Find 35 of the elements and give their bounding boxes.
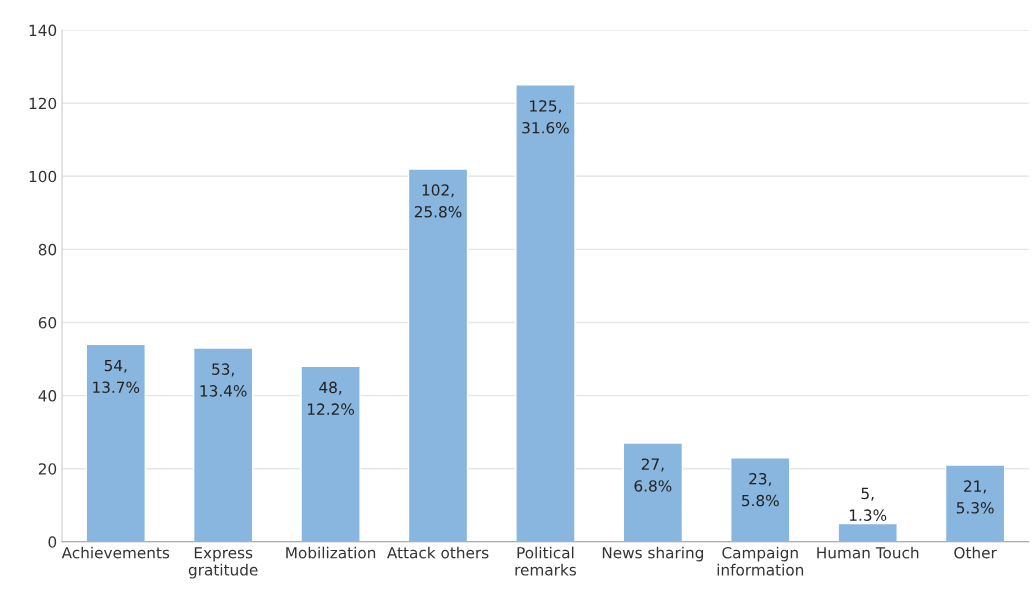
bar <box>730 457 791 542</box>
bar <box>85 343 146 542</box>
x-tick-label: Mobilization <box>286 546 376 559</box>
x-tick-label: Attack others <box>386 546 489 559</box>
bar <box>944 464 1006 542</box>
y-tick-label: 80 <box>38 243 57 256</box>
x-tick-label: Other <box>954 546 997 559</box>
data-label: 27, 6.8% <box>634 458 672 492</box>
data-label: 21, 5.3% <box>956 480 994 514</box>
y-tick-label: 120 <box>29 97 57 110</box>
y-tick-label: 100 <box>29 170 57 183</box>
y-tick-label: 20 <box>38 463 57 475</box>
y-tick-label: 40 <box>38 390 57 402</box>
x-tick-label: Human Touch <box>817 546 919 559</box>
data-label: 53, 13.4% <box>200 363 247 397</box>
y-tick-label: 60 <box>38 316 57 329</box>
bar <box>407 168 469 542</box>
x-tick-label: News sharing <box>602 546 703 562</box>
y-tick-label: 140 <box>29 24 57 37</box>
bar <box>192 347 254 542</box>
data-label: 125, 31.6% <box>522 100 569 134</box>
x-tick-label: Express gratitude <box>188 547 258 579</box>
data-label: 5, 1.3% <box>849 487 887 521</box>
data-label: 102, 25.8% <box>414 184 462 218</box>
data-label: 54, 13.7% <box>93 359 140 393</box>
bar <box>300 365 361 542</box>
bar <box>837 522 898 542</box>
data-label: 48, 12.2% <box>308 381 355 415</box>
bar <box>622 442 684 542</box>
bar <box>515 84 576 542</box>
x-tick-label: Political remarks <box>515 546 577 576</box>
x-tick-label: Achievements <box>61 546 170 559</box>
data-label: 23, 5.8% <box>742 473 779 507</box>
y-tick-label: 0 <box>48 536 57 548</box>
x-tick-label: Campaign information <box>717 546 804 576</box>
